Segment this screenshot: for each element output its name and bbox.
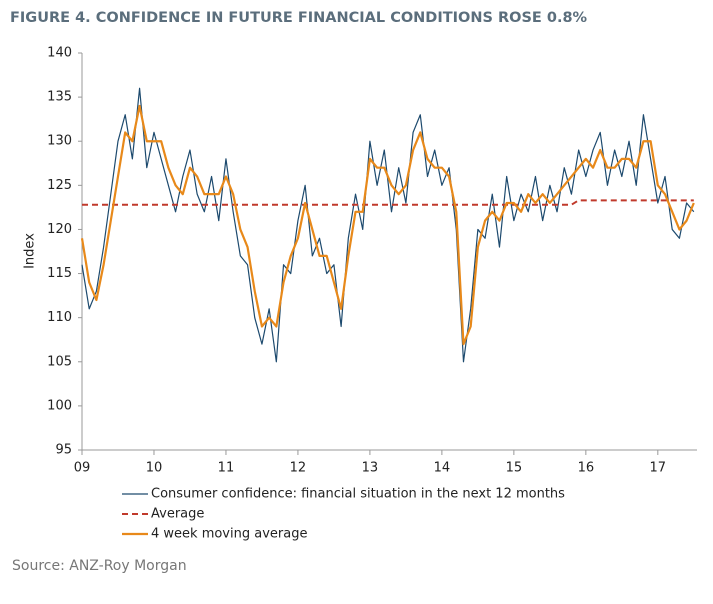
legend-label: Consumer confidence: financial situation… — [151, 487, 565, 502]
y-tick-label: 135 — [47, 90, 72, 105]
source: Source: ANZ-Roy Morgan — [12, 558, 187, 574]
series-line — [80, 104, 695, 346]
x-tick-label: 11 — [218, 461, 235, 476]
series-line — [82, 199, 694, 206]
x-tick-label: 14 — [434, 461, 451, 476]
x-tick-label: 13 — [362, 461, 379, 476]
y-tick-label: 120 — [47, 222, 72, 237]
series-line — [81, 87, 695, 363]
y-tick-label: 140 — [47, 46, 72, 61]
chart-title: FIGURE 4. CONFIDENCE IN FUTURE FINANCIAL… — [10, 10, 588, 26]
y-tick-label: 110 — [47, 310, 72, 325]
y-tick-label: 115 — [47, 266, 72, 281]
x-tick-label: 10 — [146, 461, 163, 476]
x-tick-label: 15 — [506, 461, 523, 476]
y-tick-label: 105 — [47, 354, 72, 369]
y-tick-label: 130 — [47, 134, 72, 149]
legend-label: 4 week moving average — [151, 527, 307, 542]
legend-label: Average — [151, 507, 204, 522]
y-axis-label: Index — [23, 233, 38, 269]
x-tick-label: 16 — [578, 461, 595, 476]
y-tick-label: 125 — [47, 178, 72, 193]
y-tick-label: 95 — [55, 443, 72, 458]
x-tick-label: 17 — [650, 461, 667, 476]
y-tick-label: 100 — [47, 398, 72, 413]
x-tick-label: 12 — [290, 461, 307, 476]
x-tick-label: 09 — [74, 461, 91, 476]
